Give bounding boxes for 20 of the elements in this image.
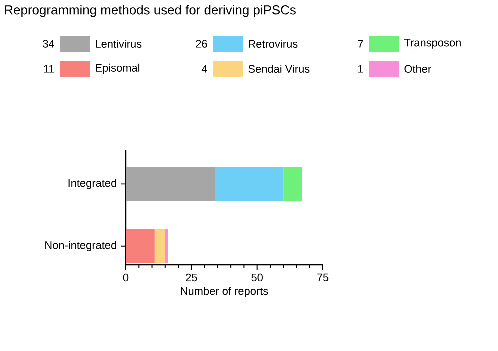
legend-label: Transposon <box>404 39 461 49</box>
y-tick-label: Integrated <box>68 179 116 190</box>
x-tick-label: 75 <box>317 274 329 282</box>
chart-title: Reprogramming methods used for deriving piPSCs <box>5 5 296 18</box>
legend-label: Sendai Virus <box>248 64 310 74</box>
text: 34 <box>43 40 54 48</box>
legend-label: Retrovirus <box>249 40 298 48</box>
legend-label: Episomal <box>96 64 140 74</box>
text: 7 <box>358 40 364 48</box>
text: 4 <box>202 65 208 73</box>
x-tick-label: 50 <box>252 274 263 282</box>
text: 1 <box>358 65 364 73</box>
text: 11 <box>44 65 54 73</box>
legend-label: Lentivirus <box>96 40 142 48</box>
x-axis-title: Number of reports <box>181 287 268 298</box>
y-tick-label: Non-integrated <box>46 241 116 252</box>
legend-label: Other <box>404 64 432 74</box>
x-tick-label: 25 <box>186 274 198 282</box>
x-tick-label: 0 <box>123 274 129 282</box>
text: 26 <box>196 40 208 48</box>
